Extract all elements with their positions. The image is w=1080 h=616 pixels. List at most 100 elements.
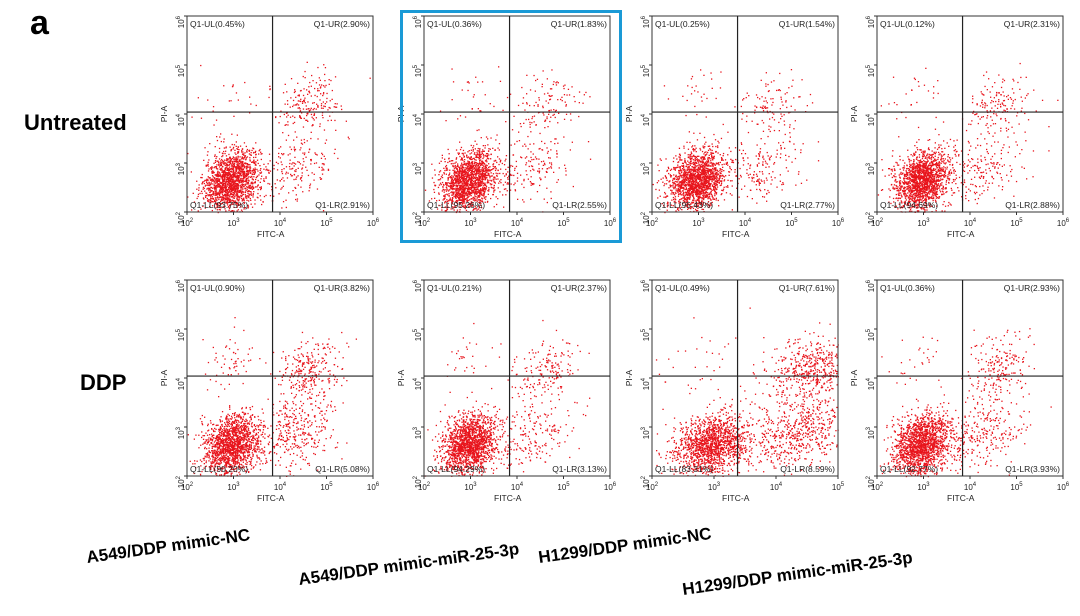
x-tick-label: 106	[604, 482, 617, 492]
x-tick-label: 102	[418, 482, 431, 492]
x-tick-label: 106	[604, 218, 617, 228]
flow-plot-untreated-h1299-nc: Q1-UL(0.25%) Q1-UR(1.54%) Q1-LL(95.43%) Q1-…	[620, 12, 850, 244]
x-tick-label: 103	[917, 218, 930, 228]
x-tick-label: 103	[227, 218, 240, 228]
quadrant-label-ll: Q1-LL(95.26%)	[427, 200, 485, 210]
column-label-h1299-mir: H1299/DDP mimic-miR-25-3p	[681, 547, 914, 600]
y-axis-label: PI-A	[849, 105, 859, 122]
y-tick-label: 103	[413, 426, 423, 439]
quadrant-label-ul: Q1-UL(0.25%)	[655, 19, 710, 29]
x-axis-label: FITC-A	[494, 493, 522, 503]
y-tick-label: 106	[641, 279, 651, 292]
x-tick-label: 106	[1057, 218, 1070, 228]
flow-plot-ddp-h1299-nc: Q1-UL(0.49%) Q1-UR(7.61%) Q1-LL(83.31%) Q1-…	[620, 276, 850, 508]
y-tick-label: 106	[641, 15, 651, 28]
y-tick-label: 106	[176, 279, 186, 292]
x-tick-label: 104	[964, 482, 977, 492]
quadrant-label-ur: Q1-UR(1.54%)	[779, 19, 835, 29]
y-tick-label: 106	[176, 15, 186, 28]
quadrant-label-ur: Q1-UR(2.31%)	[1004, 19, 1060, 29]
quadrant-label-lr: Q1-LR(2.91%)	[315, 200, 370, 210]
y-tick-label: 105	[413, 328, 423, 341]
y-tick-label: 104	[641, 377, 651, 390]
flow-plot-ddp-a549-mir: Q1-UL(0.21%) Q1-UR(2.37%) Q1-LL(94.29%) Q1-…	[392, 276, 622, 508]
flow-plot-ddp-a549-nc: Q1-UL(0.90%) Q1-UR(3.82%) Q1-LL(90.20%) Q1-…	[155, 276, 385, 508]
quadrant-label-ul: Q1-UL(0.90%)	[190, 283, 245, 293]
flow-plot-untreated-h1299-mir: Q1-UL(0.12%) Q1-UR(2.31%) Q1-LL(94.69%) Q1-…	[845, 12, 1075, 244]
y-tick-label: 105	[176, 328, 186, 341]
x-axis-label: FITC-A	[722, 493, 750, 503]
x-tick-label: 104	[274, 218, 287, 228]
y-tick-label: 103	[641, 162, 651, 175]
y-tick-label: 102	[641, 211, 651, 224]
quadrant-label-lr: Q1-LR(2.77%)	[780, 200, 835, 210]
flow-plot-svg: Q1-UL(0.25%) Q1-UR(1.54%) Q1-LL(95.43%) Q1-…	[624, 15, 845, 239]
flow-plot-svg: Q1-UL(0.36%) Q1-UR(2.93%) Q1-LL(92.77%) Q1-…	[849, 279, 1070, 503]
quadrant-label-lr: Q1-LR(5.08%)	[315, 464, 370, 474]
quadrant-label-ll: Q1-LL(95.43%)	[655, 200, 713, 210]
event-dots	[655, 307, 839, 477]
y-tick-label: 104	[413, 377, 423, 390]
x-tick-label: 103	[464, 218, 477, 228]
x-tick-label: 102	[181, 218, 194, 228]
column-label-h1299-nc: H1299/DDP mimic-NC	[537, 523, 713, 568]
x-tick-label: 104	[770, 482, 783, 492]
x-tick-label: 103	[692, 218, 705, 228]
y-tick-label: 104	[176, 377, 186, 390]
x-axis-label: FITC-A	[947, 493, 975, 503]
y-tick-label: 104	[866, 377, 876, 390]
quadrant-label-ul: Q1-UL(0.36%)	[880, 283, 935, 293]
x-tick-label: 105	[832, 482, 845, 492]
row-label-ddp: DDP	[80, 370, 127, 395]
quadrant-label-ur: Q1-UR(2.93%)	[1004, 283, 1060, 293]
x-axis-label: FITC-A	[947, 229, 975, 239]
quadrant-label-ll: Q1-LL(94.69%)	[880, 200, 938, 210]
y-axis-label: PI-A	[849, 369, 859, 386]
panel-letter: a	[30, 4, 49, 42]
y-tick-label: 104	[413, 113, 423, 126]
y-tick-label: 103	[176, 162, 186, 175]
y-tick-label: 105	[641, 328, 651, 341]
x-axis-label: FITC-A	[722, 229, 750, 239]
quadrant-label-ll: Q1-LL(92.77%)	[880, 464, 938, 474]
flow-plot-untreated-a549-mir: Q1-UL(0.36%) Q1-UR(1.83%) Q1-LL(95.26%) Q1-…	[392, 12, 622, 244]
highlight-box	[400, 10, 622, 243]
x-tick-label: 105	[785, 218, 798, 228]
x-tick-label: 106	[1057, 482, 1070, 492]
x-tick-label: 105	[1010, 218, 1023, 228]
quadrant-label-lr: Q1-LR(2.55%)	[552, 200, 607, 210]
quadrant-label-ur: Q1-UR(7.61%)	[779, 283, 835, 293]
y-tick-label: 105	[176, 64, 186, 77]
y-axis-label: PI-A	[159, 369, 169, 386]
y-tick-label: 102	[176, 475, 186, 488]
quadrant-label-ul: Q1-UL(0.21%)	[427, 283, 482, 293]
y-tick-label: 103	[176, 426, 186, 439]
x-tick-label: 106	[367, 218, 380, 228]
quadrant-label-lr: Q1-LR(2.88%)	[1005, 200, 1060, 210]
x-tick-label: 106	[832, 218, 845, 228]
x-tick-label: 105	[557, 482, 570, 492]
quadrant-label-ul: Q1-UL(0.45%)	[190, 19, 245, 29]
x-tick-label: 103	[708, 482, 721, 492]
event-dots	[424, 66, 592, 214]
x-tick-label: 105	[557, 218, 570, 228]
quadrant-label-ur: Q1-UR(1.83%)	[551, 19, 607, 29]
y-tick-label: 103	[641, 426, 651, 439]
y-tick-label: 102	[413, 211, 423, 224]
x-axis-label: FITC-A	[257, 229, 285, 239]
y-tick-label: 104	[866, 113, 876, 126]
y-tick-label: 105	[641, 64, 651, 77]
y-tick-label: 106	[413, 15, 423, 28]
quadrant-label-lr: Q1-LR(3.13%)	[552, 464, 607, 474]
y-tick-label: 102	[176, 211, 186, 224]
x-tick-label: 105	[320, 482, 333, 492]
flow-plot-svg: Q1-UL(0.21%) Q1-UR(2.37%) Q1-LL(94.29%) Q1-…	[396, 279, 617, 503]
x-tick-label: 104	[511, 218, 524, 228]
x-tick-label: 106	[367, 482, 380, 492]
y-tick-label: 102	[641, 475, 651, 488]
y-tick-label: 103	[866, 162, 876, 175]
flow-plot-svg: Q1-UL(0.36%) Q1-UR(1.83%) Q1-LL(95.26%) Q1-…	[396, 15, 617, 239]
flow-plot-svg: Q1-UL(0.49%) Q1-UR(7.61%) Q1-LL(83.31%) Q1-…	[624, 279, 845, 503]
x-tick-label: 102	[418, 218, 431, 228]
x-tick-label: 102	[646, 218, 659, 228]
